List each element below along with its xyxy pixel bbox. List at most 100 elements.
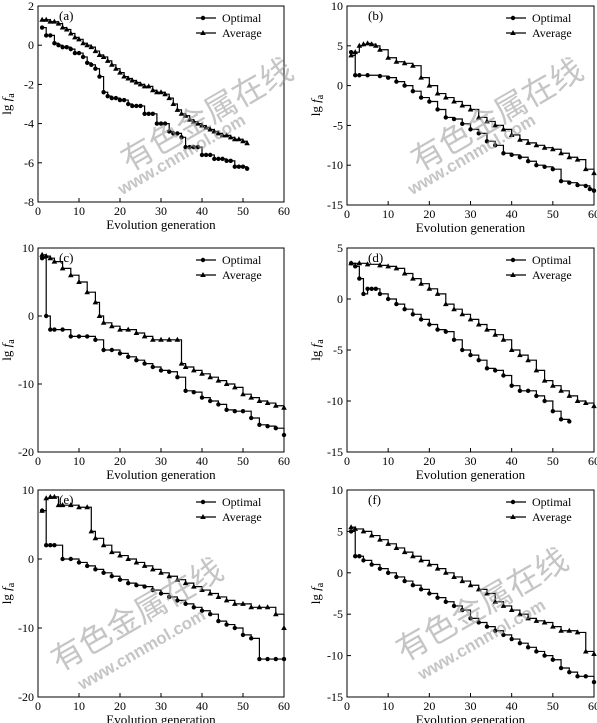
y-axis-label-main: lg [0, 101, 14, 114]
data-point-optimal [52, 327, 57, 332]
y-tick-label: -10 [327, 649, 343, 663]
data-point-optimal [509, 636, 514, 642]
x-tick-label: 40 [196, 699, 208, 713]
data-point-optimal [48, 543, 53, 548]
data-point-optimal [591, 679, 597, 685]
series-line-optimal [42, 257, 285, 435]
data-point-average [174, 336, 181, 342]
data-point-average [256, 398, 263, 403]
data-point-optimal [509, 152, 514, 158]
panel-label: (d) [368, 250, 383, 265]
legend-marker [510, 499, 516, 505]
data-point-optimal [484, 139, 490, 144]
y-axis-label: lg fa [0, 339, 17, 361]
series-average [39, 493, 287, 630]
series-average [348, 40, 597, 176]
data-point-optimal [402, 578, 407, 584]
data-point-average [211, 128, 218, 134]
data-point-optimal [101, 347, 106, 353]
data-point-average [141, 83, 148, 89]
data-point-average [129, 77, 136, 83]
data-point-optimal [525, 388, 531, 393]
data-point-optimal [183, 144, 188, 150]
data-point-average [232, 384, 238, 390]
x-tick-label: 20 [114, 204, 126, 218]
x-tick-label: 60 [588, 454, 597, 468]
data-point-optimal [44, 543, 49, 548]
data-point-average [451, 573, 457, 579]
data-point-average [566, 627, 573, 633]
data-point-average [227, 134, 234, 140]
y-axis-label-sub: a [6, 93, 17, 98]
data-point-optimal [134, 583, 139, 588]
legend-marker [510, 15, 516, 21]
y-tick-label: 5 [337, 39, 343, 53]
x-axis-label: Evolution generation [416, 712, 526, 723]
x-tick-label: 0 [344, 699, 350, 713]
x-tick-label: 20 [114, 454, 126, 468]
data-point-average [96, 52, 103, 57]
legend-marker [200, 499, 206, 505]
data-point-optimal [484, 366, 490, 371]
data-point-optimal [109, 347, 115, 353]
series-optimal [348, 49, 597, 193]
data-point-average [203, 124, 209, 130]
y-axis-label-main: lg [0, 347, 14, 360]
x-axis-label: Evolution generation [106, 217, 216, 232]
y-tick-label: -8 [24, 195, 34, 209]
data-point-optimal [509, 383, 514, 388]
data-point-average [434, 565, 441, 571]
data-point-optimal [85, 60, 90, 66]
data-point-optimal [418, 587, 424, 592]
data-point-average [166, 95, 172, 101]
data-point-average [356, 260, 363, 266]
chart-panel-c: 0 10 20 30 40 50 60 -20 -10 0 10 Evolution generati… [0, 241, 290, 482]
data-point-optimal [216, 156, 221, 162]
data-point-optimal [208, 612, 213, 617]
y-tick-label: -20 [18, 690, 34, 704]
legend-label: Optimal [532, 11, 572, 25]
data-point-average [207, 374, 213, 380]
series-average [348, 260, 597, 409]
data-point-optimal [52, 41, 57, 46]
y-tick-label: -2 [24, 77, 34, 91]
data-point-optimal [52, 543, 57, 548]
data-point-optimal [567, 419, 572, 424]
data-point-optimal [60, 327, 65, 332]
data-point-optimal [130, 103, 135, 109]
data-point-average [182, 364, 189, 369]
data-point-optimal [394, 301, 399, 307]
data-point-optimal [191, 389, 196, 395]
y-tick-label: 10 [22, 483, 34, 497]
data-point-optimal [427, 591, 432, 596]
data-point-optimal [101, 570, 106, 575]
data-point-average [125, 556, 131, 561]
data-point-average [51, 493, 58, 499]
series-optimal [39, 508, 287, 662]
data-point-average [47, 493, 54, 499]
data-point-optimal [517, 155, 523, 160]
x-tick-label: 10 [382, 454, 394, 468]
data-point-average [84, 289, 90, 295]
data-point-average [393, 265, 400, 271]
data-point-average [248, 604, 254, 610]
data-point-average [264, 400, 271, 406]
data-point-optimal [567, 180, 572, 185]
y-tick-label: 5 [337, 241, 343, 255]
data-point-average [393, 544, 400, 550]
data-point-optimal [257, 422, 262, 427]
legend-label: Average [532, 26, 572, 40]
data-point-average [96, 313, 103, 318]
data-point-average [385, 540, 391, 546]
data-point-optimal [208, 152, 213, 158]
data-point-average [170, 101, 177, 106]
data-point-optimal [39, 25, 45, 30]
data-point-average [443, 301, 449, 307]
data-point-optimal [377, 73, 383, 79]
y-axis-label: lg fa [0, 582, 17, 604]
data-point-optimal [443, 599, 448, 604]
data-point-average [500, 336, 507, 342]
legend-marker [510, 514, 516, 519]
data-point-average [410, 275, 416, 281]
